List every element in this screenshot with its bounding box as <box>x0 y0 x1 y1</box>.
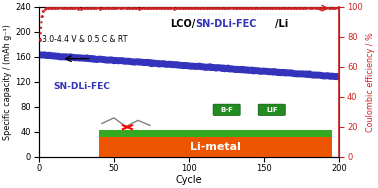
X-axis label: Cycle: Cycle <box>176 174 202 185</box>
Text: B-F: B-F <box>220 107 233 113</box>
Text: SN-DLi-FEC: SN-DLi-FEC <box>195 19 257 29</box>
Text: 3.0-4.4 V & 0.5 C & RT: 3.0-4.4 V & 0.5 C & RT <box>42 35 127 44</box>
Text: /Li: /Li <box>275 19 288 29</box>
FancyBboxPatch shape <box>213 104 240 115</box>
Y-axis label: Specific capacity / (mAh g⁻¹): Specific capacity / (mAh g⁻¹) <box>3 24 12 140</box>
Text: LiF: LiF <box>266 107 277 113</box>
Text: SN-DLi-FEC: SN-DLi-FEC <box>54 82 111 91</box>
Bar <box>99 130 332 136</box>
FancyBboxPatch shape <box>258 104 285 115</box>
Text: Li-metal: Li-metal <box>190 142 241 152</box>
Text: LCO/: LCO/ <box>170 19 195 29</box>
Y-axis label: Coulombic efficiency / %: Coulombic efficiency / % <box>366 32 375 132</box>
Bar <box>99 136 332 156</box>
